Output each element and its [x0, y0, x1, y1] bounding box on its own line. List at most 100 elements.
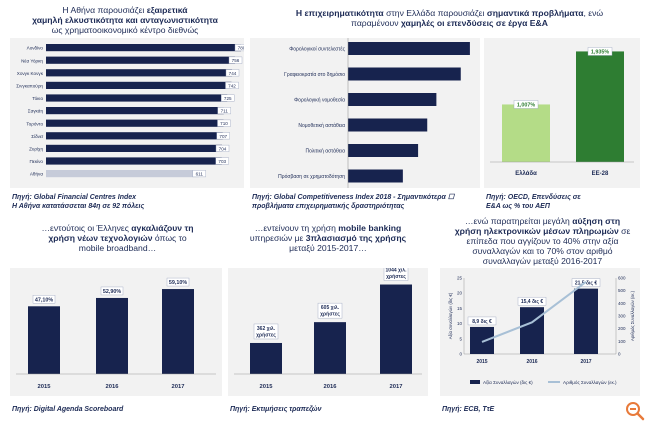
chart1-category-label: Σίδνεϊ — [31, 134, 44, 139]
chart1-bar — [46, 56, 235, 64]
chart3-svg: 1,007% Ελλάδα 1,935% ΕΕ-28 — [490, 47, 634, 177]
chart1-category-label: Λονδίνο — [27, 46, 44, 51]
chart2-category-label: Φορολογική νομοθεσία — [294, 97, 345, 104]
chart2-source: Πηγή: Global Competitiveness Index 2018 … — [252, 194, 455, 210]
chart6-category-label: 2016 — [526, 359, 537, 365]
chart2-category-label: Φορολογικοί συντελεστές — [289, 46, 345, 53]
chart6-value-label: 15,4 δις € — [521, 299, 544, 305]
chart2-bar — [348, 67, 461, 81]
chart4-value-box — [100, 286, 124, 296]
chart1-value-box — [217, 107, 231, 115]
chart6-left-tick-label: 25 — [457, 276, 463, 281]
chart4-value-label: 47,10% — [35, 297, 53, 303]
chart1-value-label: 711 — [221, 109, 229, 114]
chart4-title: …εντούτοις οι Έλληνες αγκαλιάζουν τη χρή… — [41, 223, 194, 253]
chart5-value-label: 1044 χιλ. — [386, 268, 408, 274]
chart6-right-tick-label: 0 — [618, 352, 621, 357]
chart1-value-label: 725 — [224, 96, 232, 101]
chart4-category-label: 2015 — [38, 384, 52, 390]
chart2-bar — [348, 42, 470, 55]
chart1-value-box — [225, 69, 240, 77]
chart4-category-label: 2016 — [106, 384, 120, 390]
chart6-legend-label: Αριθμός Συναλλαγών (εκ.) — [563, 379, 617, 385]
chart1-category-label: Πεκίνο — [29, 159, 43, 164]
chart6-right-tick-label: 100 — [618, 339, 626, 344]
chart6-source: Πηγή: ECB, ΤτΕ — [442, 406, 495, 413]
chart1-bar — [46, 69, 232, 77]
chart1-category-label: Νέα Υόρκη — [21, 57, 43, 63]
chart6-legend-swatch-bar — [470, 380, 480, 384]
chart6-value-box — [467, 316, 497, 326]
chart5-value-label: χρήστες — [256, 332, 276, 338]
chart2-bar — [348, 169, 403, 183]
chart2-panel: Φορολογικοί συντελεστές Γραφειοκρατία στο… — [250, 38, 480, 188]
chart4-value-box — [166, 277, 190, 287]
chart5-title: …εντείνουν τη χρήση mobile banking υπηρε… — [249, 223, 407, 253]
zoom-out-icon[interactable] — [624, 400, 646, 422]
chart1-value-label: 611 — [196, 172, 204, 177]
chart1-value-label: 704 — [219, 146, 227, 151]
chart1-value-label: 703 — [218, 159, 226, 164]
chart1-category-label: Ζυρίχη — [29, 147, 43, 152]
chart3-value-box — [513, 100, 539, 109]
chart1-value-label: 780 — [238, 46, 244, 51]
chart4-svg: 47,10% 2015 52,90% 2016 59,10% 2017 — [16, 277, 216, 390]
chart6-bar — [520, 307, 544, 354]
chart2-bar — [348, 93, 437, 106]
chart1-category-label: Χονγκ Κονγκ — [17, 71, 44, 76]
chart4-source: Πηγή: Digital Agenda Scoreboard — [12, 406, 124, 413]
chart4-bar — [162, 289, 194, 374]
chart2-bar — [348, 144, 419, 157]
chart1-bar — [46, 170, 199, 178]
chart6-left-tick-label: 10 — [457, 321, 463, 326]
chart2-svg: Φορολογικοί συντελεστές Γραφειοκρατία στο… — [278, 38, 470, 188]
chart5-bar — [314, 322, 346, 374]
chart4-value-label: 52,90% — [103, 289, 121, 295]
chart1-bar — [46, 132, 223, 140]
chart4-category-label: 2017 — [172, 384, 185, 390]
chart2-category-label: Πολιτική αστάθεια — [306, 148, 346, 155]
chart6-right-tick-label: 400 — [618, 301, 626, 306]
chart1-panel: Λονδίνο 780 Νέα Υόρκη 756 Χονγκ Κονγκ 744 Σινγ… — [10, 38, 249, 188]
chart5-category-label: 2015 — [260, 384, 274, 390]
chart5-value-box — [253, 323, 279, 340]
chart3-value-box — [587, 47, 613, 56]
chart6-right-tick-label: 300 — [618, 314, 626, 319]
chart5-source: Πηγή: Εκτιμήσεις τραπεζών — [230, 406, 322, 413]
chart1-value-label: 756 — [232, 58, 240, 63]
chart5-bar — [250, 342, 282, 374]
chart1-value-box — [215, 157, 229, 165]
chart4-value-label: 59,10% — [169, 280, 187, 286]
chart6-panel: 0 5 10 15 20 25 0 100 200 300 400 500 600 Αξία συναλλ… — [440, 268, 640, 396]
chart3-category-label: ΕΕ-28 — [592, 171, 609, 177]
chart1-value-box — [221, 94, 235, 102]
chart5-bar — [380, 284, 412, 374]
chart1-value-box — [192, 170, 206, 178]
chart5-value-label: 605 χιλ. — [321, 305, 340, 311]
chart1-value-label: 742 — [228, 83, 236, 88]
chart1-value-label: 710 — [220, 121, 228, 126]
chart1-value-box — [215, 144, 230, 152]
chart3-bar — [502, 104, 550, 162]
chart6-value-label: 21,5 δις € — [575, 281, 598, 287]
chart3-value-label: 1,935% — [591, 49, 609, 55]
chart3-bar — [576, 51, 624, 162]
chart5-category-label: 2016 — [324, 384, 338, 390]
chart6-bar — [574, 288, 598, 354]
chart1-svg: Λονδίνο 780 Νέα Υόρκη 756 Χονγκ Κονγκ 744 Σινγ… — [16, 44, 249, 178]
chart6-left-tick-label: 20 — [457, 291, 463, 296]
chart1-bar — [46, 107, 224, 115]
chart1-value-label: 707 — [219, 134, 227, 139]
chart3-value-label: 1,007% — [517, 102, 535, 108]
chart1-category-label: Τόκιο — [32, 95, 43, 101]
chart1-category-label: Τορόντο — [26, 120, 43, 126]
chart6-line-series — [481, 281, 587, 343]
chart6-value-box — [517, 296, 547, 306]
chart1-bar — [46, 157, 222, 165]
chart6-left-axis-label: Αξία συναλλαγών (δις €) — [448, 292, 453, 339]
chart4-panel: 47,10% 2015 52,90% 2016 59,10% 2017 — [10, 268, 222, 396]
chart5-panel: 362 χιλ. χρήστες 2015 605 χιλ. χρήστες 2016 10… — [228, 265, 428, 396]
chart2-category-label: Γραφειοκρατία στο δημόσιο — [284, 71, 345, 78]
chart6-bar — [470, 326, 494, 354]
